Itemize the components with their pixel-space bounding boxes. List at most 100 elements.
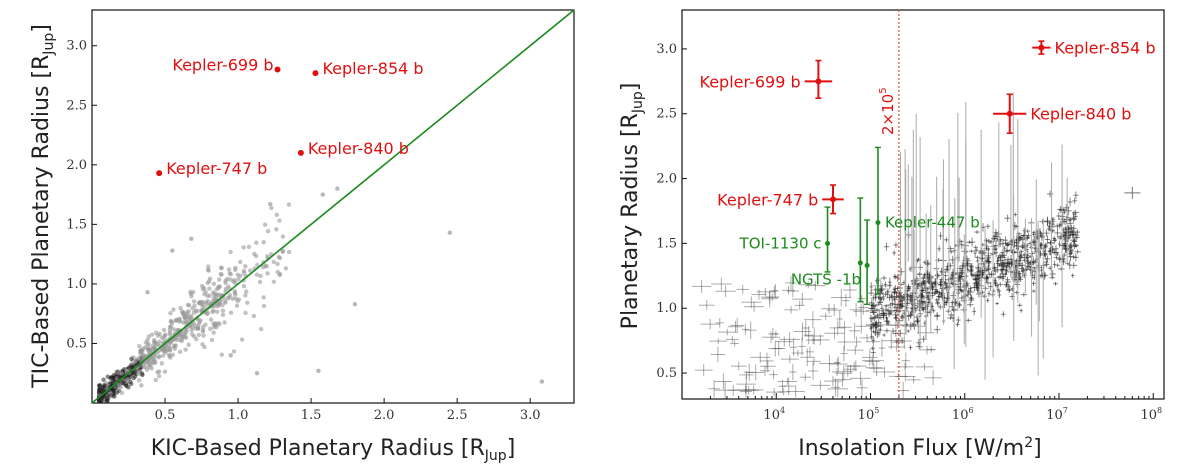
left-scatter-point — [152, 360, 157, 366]
left-outlier-point — [228, 353, 233, 358]
left-scatter-point — [271, 279, 277, 284]
left-scatter-point — [196, 332, 202, 338]
left-panel: 0.5 1.0 1.5 2.0 2.5 3.0 0.5 1.0 1.5 2.0 2.5 3.0 Kep… — [29, 9, 575, 464]
left-scatter-point — [211, 281, 217, 287]
left-scatter-point — [136, 378, 142, 383]
left-ticks: 0.5 1.0 1.5 2.0 2.5 3.0 0.5 1.0 1.5 2.0 2.5 3.0 — [66, 39, 540, 423]
left-scatter-point — [137, 343, 142, 349]
left-scatter-point — [125, 376, 130, 382]
right-green-point — [875, 220, 881, 226]
left-outlier-point — [254, 371, 260, 376]
left-scatter-point — [261, 239, 266, 245]
left-scatter-point — [150, 343, 155, 349]
left-scatter-point — [101, 377, 106, 382]
left-scatter-point — [159, 361, 165, 366]
left-y-tick-label: 2.5 — [66, 98, 87, 113]
left-scatter-point — [162, 369, 168, 374]
right-y-tick-label: 0.5 — [656, 366, 677, 381]
left-scatter-point — [180, 320, 186, 325]
left-scatter-point — [169, 320, 175, 326]
left-scatter-point — [203, 289, 208, 295]
left-scatter-point — [191, 334, 197, 339]
left-scatter-point — [217, 321, 222, 327]
right-x-axis-label: Insolation Flux [W/m2] — [798, 435, 1042, 461]
left-scatter-point — [138, 351, 143, 356]
left-scatter-point — [265, 271, 270, 276]
left-scatter-point — [276, 254, 282, 260]
left-scatter-point — [177, 349, 183, 355]
left-scatter-point — [207, 286, 212, 291]
right-y-tick-label: 2.0 — [656, 172, 677, 187]
left-scatter-point — [105, 374, 111, 379]
left-scatter-point — [244, 289, 249, 294]
left-scatter-point — [149, 366, 154, 371]
left-scatter-point — [176, 332, 182, 338]
left-scatter-point — [211, 291, 217, 297]
left-scatter-point — [129, 381, 134, 387]
left-scatter-point — [211, 295, 217, 301]
left-scatter-point — [254, 240, 259, 245]
left-scatter-point — [253, 253, 259, 259]
left-scatter-point — [168, 355, 173, 360]
left-scatter-point — [233, 267, 238, 272]
left-scatter-point — [189, 328, 194, 333]
left-scatter-point — [143, 340, 149, 345]
threshold-label: 2×105 — [878, 87, 897, 135]
right-highlight-point — [1038, 44, 1045, 51]
left-scatter-point — [205, 267, 211, 272]
left-scatter-point — [129, 356, 134, 362]
left-scatter-point — [251, 313, 257, 319]
left-scatter-point — [222, 320, 227, 325]
left-scatter-point — [188, 316, 193, 322]
right-highlighted-planets: Kepler-854 b Kepler-699 b Kepler-840 b Kepl… — [700, 39, 1156, 215]
right-x-tick-label: 108 — [1140, 406, 1162, 423]
left-scatter-point — [280, 234, 286, 239]
left-scatter-point — [247, 268, 253, 273]
left-scatter-point — [157, 331, 162, 336]
left-outlier-point — [267, 201, 273, 207]
right-green-point — [864, 262, 870, 268]
left-scatter-point — [190, 306, 195, 311]
left-scatter-point — [277, 272, 282, 278]
left-scatter-point — [246, 244, 252, 249]
left-y-axis-label-sub: Jup — [41, 33, 57, 56]
left-scatter-point — [148, 362, 153, 368]
left-scatter-point — [286, 249, 292, 255]
left-scatter-point — [202, 344, 207, 350]
left-scatter-point — [117, 371, 122, 376]
left-scatter-point — [186, 309, 191, 314]
right-x-axis-label-sup: 2 — [1024, 435, 1033, 451]
left-highlight-label: Kepler-747 b — [166, 159, 267, 178]
left-scatter-point — [225, 276, 230, 282]
left-scatter-point — [219, 265, 224, 271]
right-y-tick-label: 1.5 — [656, 236, 677, 251]
left-x-tick-label: 2.0 — [374, 408, 395, 423]
left-outlier-point — [320, 192, 325, 197]
left-scatter-point — [97, 383, 102, 388]
left-scatter-point — [109, 375, 115, 380]
right-x-tick-label: 104 — [763, 406, 785, 423]
right-green-point — [857, 260, 863, 266]
left-scatter-point — [207, 279, 212, 284]
left-scatter-point — [133, 358, 138, 364]
left-scatter-point — [97, 390, 102, 395]
right-highlight-label: Kepler-854 b — [1055, 39, 1156, 58]
left-scatter-point — [200, 329, 206, 334]
left-scatter-point — [146, 342, 151, 348]
left-scatter-point — [231, 349, 237, 354]
left-scatter-point — [277, 218, 282, 223]
right-x-tick-label: 106 — [952, 406, 974, 423]
left-scatter-point — [160, 353, 166, 358]
right-scatter-points — [691, 92, 1141, 400]
left-outlier-point — [335, 186, 340, 191]
left-highlight-label: Kepler-854 b — [322, 59, 423, 78]
left-scatter-point — [208, 317, 214, 322]
left-scatter-point — [245, 300, 250, 305]
left-scatter-point — [149, 354, 155, 360]
left-x-tick-label: 2.5 — [447, 408, 468, 423]
left-highlighted-planets: Kepler-699 b Kepler-854 b Kepler-840 b Kepl… — [156, 56, 424, 178]
left-scatter-point — [208, 326, 213, 331]
left-outlier-point — [447, 230, 453, 235]
left-scatter-point — [156, 373, 162, 379]
left-outlier-point — [170, 248, 175, 253]
